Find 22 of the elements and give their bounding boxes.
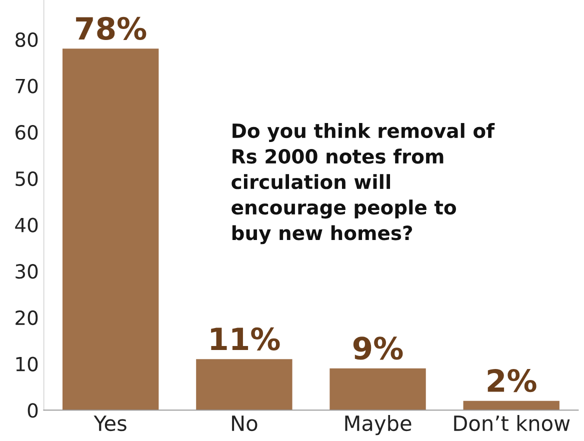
y-tick-label: 10 (16, 356, 38, 372)
y-tick-label: 60 (16, 125, 38, 140)
data-label: 9% (353, 336, 403, 360)
bar (330, 368, 426, 410)
y-tick-label: 50 (16, 171, 38, 186)
x-tick-label: Yes (94, 416, 126, 432)
y-tick-label: 40 (15, 218, 38, 232)
y-tick-label: 80 (16, 32, 38, 48)
y-tick-label: 30 (16, 264, 38, 279)
bar (196, 359, 292, 410)
text: Do you think removal of Rs 2000 notes from circulation will encourage people to buy new homes? (232, 123, 495, 244)
x-tick-label: Maybe (345, 414, 412, 436)
data-label: 78% (76, 16, 146, 40)
data-label: 11% (211, 327, 280, 350)
y-tick-label: 0 (28, 403, 38, 418)
y-tick-label: 70 (16, 78, 38, 94)
y-tick-label: 20 (16, 310, 38, 326)
data-label: 2% (488, 369, 536, 392)
x-tick-label: Don’t know (454, 414, 570, 432)
x-tick-label: No (232, 416, 258, 432)
bar (62, 48, 159, 410)
bar (463, 400, 560, 410)
